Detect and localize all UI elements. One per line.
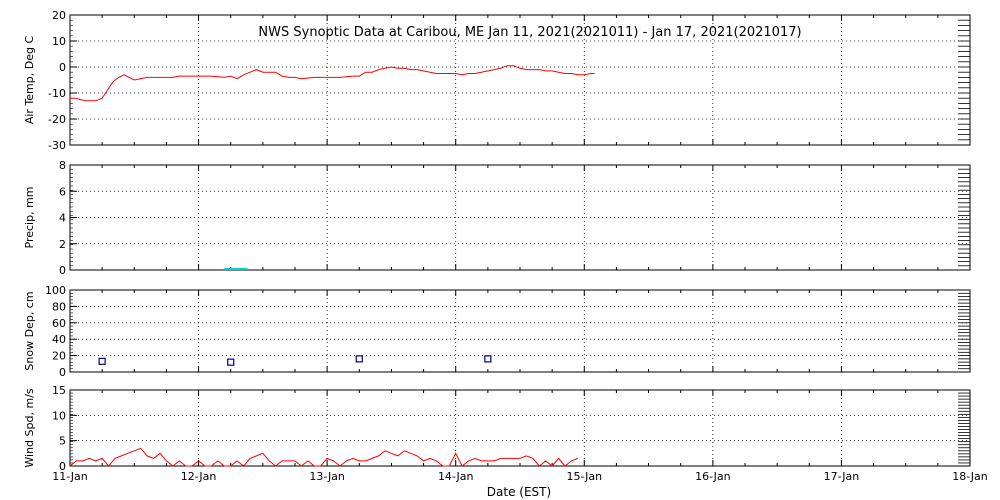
series-line-air-temp xyxy=(70,65,595,102)
panel-snow-depth: 0 20 40 60 80 100 Snow Dep, cm xyxy=(23,284,971,379)
panel-precip: 0 2 4 6 8 Precip, mm xyxy=(23,159,971,277)
snow-depth-point xyxy=(355,355,363,363)
y-tick-label: 4 xyxy=(59,212,66,225)
y-axis-label: Wind Spd, m/s xyxy=(23,388,36,468)
y-tick-label: 20 xyxy=(52,9,66,22)
y-tick-label: 2 xyxy=(59,238,66,251)
y-tick-label: 8 xyxy=(59,159,66,172)
y-axis-label: Snow Dep, cm xyxy=(23,291,36,370)
y-tick-label: -10 xyxy=(48,87,66,100)
y-tick-label: 0 xyxy=(59,366,66,379)
y-tick-label: -20 xyxy=(48,113,66,126)
precip-bar xyxy=(224,268,248,270)
x-tick-label: 15-Jan xyxy=(567,470,603,483)
x-tick-label: 12-Jan xyxy=(181,470,217,483)
y-tick-label: 100 xyxy=(45,284,66,297)
y-tick-label: -30 xyxy=(48,139,66,152)
y-tick-label: 10 xyxy=(52,409,66,422)
panel-air-temp: -30 -20 -10 0 10 20 Air Temp, Deg C xyxy=(23,9,971,152)
y-tick-label: 5 xyxy=(59,435,66,448)
y-tick-label: 80 xyxy=(52,300,66,313)
snow-depth-point xyxy=(484,355,492,363)
x-tick-label: 11-Jan xyxy=(52,470,88,483)
panel-wind-speed: 0 5 10 15 Wind Spd, m/s xyxy=(23,384,971,473)
y-tick-label: 0 xyxy=(59,460,66,473)
x-tick-label: 16-Jan xyxy=(695,470,731,483)
y-tick-label: 0 xyxy=(59,264,66,277)
x-tick-label: 17-Jan xyxy=(824,470,860,483)
y-axis-label: Air Temp, Deg C xyxy=(23,36,36,125)
panel-frame xyxy=(69,389,971,467)
y-tick-label: 15 xyxy=(52,384,66,397)
snow-depth-point xyxy=(98,357,106,365)
y-axis-label: Precip, mm xyxy=(23,187,36,249)
snow-depth-point xyxy=(227,358,235,366)
x-tick-label: 14-Jan xyxy=(438,470,474,483)
y-tick-label: 20 xyxy=(52,350,66,363)
chart-panels: -30 -20 -10 0 10 20 Air Temp, Deg C 0 2 4 6 8 Precip… xyxy=(23,9,988,483)
y-tick-label: 40 xyxy=(52,333,66,346)
x-axis-label: Date (EST) xyxy=(487,485,551,499)
y-tick-label: 0 xyxy=(59,61,66,74)
panel-frame xyxy=(69,289,971,373)
chart-title: NWS Synoptic Data at Caribou, ME Jan 11,… xyxy=(258,25,801,40)
x-tick-label: 13-Jan xyxy=(309,470,345,483)
y-tick-label: 60 xyxy=(52,317,66,330)
x-tick-label: 18-Jan xyxy=(952,470,988,483)
series-line-wind-speed xyxy=(69,447,579,467)
y-tick-label: 6 xyxy=(59,185,66,198)
y-tick-label: 10 xyxy=(52,35,66,48)
